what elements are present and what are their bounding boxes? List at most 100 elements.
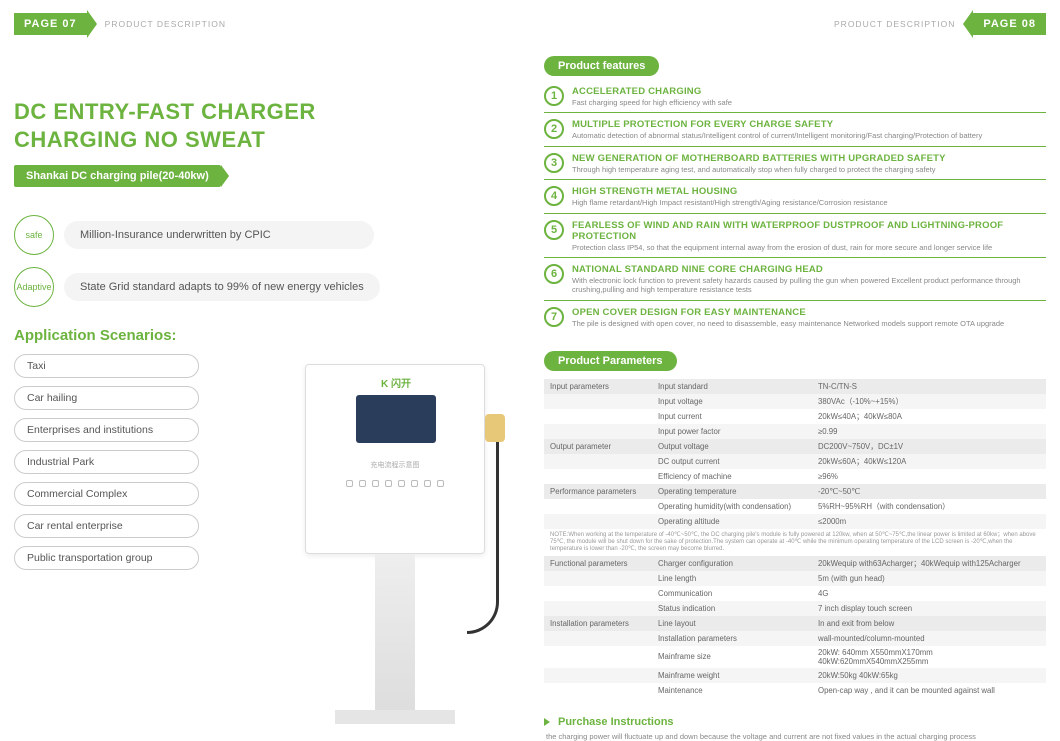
- feature-desc: High flame retardant/High Impact resista…: [572, 198, 1046, 207]
- param-key: Mainframe size: [654, 650, 814, 663]
- purchase-text: the charging power will fluctuate up and…: [544, 732, 1046, 741]
- param-group: [544, 673, 654, 677]
- feature-number: 2: [544, 119, 564, 139]
- param-value: 7 inch display touch screen: [814, 602, 1046, 615]
- param-group: [544, 505, 654, 509]
- charger-label: 充电流程示意图: [306, 460, 484, 470]
- param-row: Operating altitude≤2000m: [544, 514, 1046, 529]
- feature-item: 6NATIONAL STANDARD NINE CORE CHARGING HE…: [544, 264, 1046, 301]
- param-value: 5%RH~95%RH（with condensation）: [814, 499, 1046, 514]
- feature-title: FEARLESS OF WIND AND RAIN WITH WATERPROO…: [572, 220, 1046, 242]
- feature-title: NATIONAL STANDARD NINE CORE CHARGING HEA…: [572, 264, 1046, 275]
- feature-desc: With electronic lock function to prevent…: [572, 276, 1046, 295]
- param-row: MaintenanceOpen-cap way , and it can be …: [544, 683, 1046, 698]
- param-group: [544, 430, 654, 434]
- param-value: -20℃~50℃: [814, 485, 1046, 498]
- purchase-title: Purchase Instructions: [556, 716, 674, 728]
- param-key: Communication: [654, 587, 814, 600]
- charger-logo: K 闪开: [381, 375, 411, 390]
- param-value: TN-C/TN-S: [814, 380, 1046, 393]
- scenario-pill: Public transportation group: [14, 546, 199, 570]
- page-header-right: PRODUCT DESCRIPTION PAGE 08: [544, 10, 1046, 38]
- param-group: [544, 636, 654, 640]
- param-group: [544, 606, 654, 610]
- triangle-icon: [544, 718, 550, 726]
- param-group: Installation parameters: [544, 617, 654, 630]
- feature-number: 3: [544, 153, 564, 173]
- param-key: Maintenance: [654, 684, 814, 697]
- badge-row: Adaptive State Grid standard adapts to 99…: [14, 267, 516, 307]
- param-group: [544, 591, 654, 595]
- param-group: [544, 688, 654, 692]
- param-key: Efficiency of machine: [654, 470, 814, 483]
- param-group: Performance parameters: [544, 485, 654, 498]
- param-row: Installation parametersLine layoutIn and…: [544, 616, 1046, 631]
- subtitle: Shankai DC charging pile(20-40kw): [14, 165, 221, 187]
- param-row: Input voltage380VAc（-10%~+15%）: [544, 394, 1046, 409]
- feature-number: 5: [544, 220, 564, 240]
- feature-title: MULTIPLE PROTECTION FOR EVERY CHARGE SAF…: [572, 119, 1046, 130]
- page-left: PAGE 07 PRODUCT DESCRIPTION DC ENTRY-FAS…: [0, 0, 530, 724]
- feature-desc: Through high temperature aging test, and…: [572, 165, 1046, 174]
- param-group: [544, 576, 654, 580]
- header-desc-right: PRODUCT DESCRIPTION: [834, 19, 955, 29]
- scenario-pill: Taxi: [14, 354, 199, 378]
- page-number-left: PAGE 07: [14, 13, 87, 35]
- feature-item: 2 MULTIPLE PROTECTION FOR EVERY CHARGE SA…: [544, 119, 1046, 146]
- charger-cable: [467, 434, 499, 634]
- charger-plug: [485, 414, 505, 442]
- title-line-2: CHARGING NO SWEAT: [14, 126, 516, 154]
- param-value: DC200V~750V，DC±1V: [814, 439, 1046, 454]
- param-value: ≥96%: [814, 470, 1046, 483]
- badge-row: safeMillion-Insurance underwritten by CP…: [14, 215, 516, 255]
- param-row: Functional parametersCharger configurati…: [544, 556, 1046, 571]
- param-group: [544, 655, 654, 659]
- params-section-head: Product Parameters: [544, 351, 1046, 371]
- header-arrow-icon: [963, 10, 973, 38]
- param-key: Mainframe weight: [654, 669, 814, 682]
- param-key: Operating altitude: [654, 515, 814, 528]
- badge-circle: Adaptive: [14, 267, 54, 307]
- param-key: Charger configuration: [654, 557, 814, 570]
- param-value: wall-mounted/column-mounted: [814, 632, 1046, 645]
- param-group: [544, 460, 654, 464]
- param-row: Input current20kW≤40A；40kW≤80A: [544, 409, 1046, 424]
- param-row: Input power factor≥0.99: [544, 424, 1046, 439]
- scenarios-list: TaxiCar hailingEnterprises and instituti…: [14, 354, 199, 570]
- features-title: Product features: [544, 56, 659, 76]
- feature-item: 4HIGH STRENGTH METAL HOUSINGHigh flame r…: [544, 186, 1046, 213]
- param-row: Status indication7 inch display touch sc…: [544, 601, 1046, 616]
- param-value: 20kW≤40A；40kW≤80A: [814, 409, 1046, 424]
- features-list: 1ACCELERATED CHARGINGFast charging speed…: [544, 86, 1046, 333]
- header-desc-left: PRODUCT DESCRIPTION: [105, 19, 226, 29]
- param-row: Mainframe weight20kW:50kg 40kW:65kg: [544, 668, 1046, 683]
- param-row: Installation parameterswall-mounted/colu…: [544, 631, 1046, 646]
- feature-item: 1ACCELERATED CHARGINGFast charging speed…: [544, 86, 1046, 113]
- title-line-1: DC ENTRY-FAST CHARGER: [14, 98, 516, 126]
- param-group: [544, 520, 654, 524]
- param-value: 5m (with gun head): [814, 572, 1046, 585]
- param-value: 20kW:50kg 40kW:65kg: [814, 669, 1046, 682]
- param-value: In and exit from below: [814, 617, 1046, 630]
- header-arrow-icon: [87, 10, 97, 38]
- charger-body: K 闪开 充电流程示意图: [305, 364, 485, 554]
- page-header-left: PAGE 07 PRODUCT DESCRIPTION: [14, 10, 516, 38]
- charger-screen: [356, 395, 436, 443]
- param-row: Mainframe size20kW: 640mm X550mmX170mm 4…: [544, 646, 1046, 668]
- feature-number: 4: [544, 186, 564, 206]
- charger-base: [335, 710, 455, 724]
- feature-desc: The pile is designed with open cover, no…: [572, 319, 1046, 328]
- param-group: Functional parameters: [544, 557, 654, 570]
- param-group: [544, 475, 654, 479]
- param-key: Input voltage: [654, 395, 814, 408]
- badge-text: State Grid standard adapts to 99% of new…: [64, 273, 380, 301]
- param-group: Output parameter: [544, 440, 654, 453]
- feature-number: 1: [544, 86, 564, 106]
- param-value: 20kW≤60A；40kW≤120A: [814, 454, 1046, 469]
- param-row: Output parameterOutput voltageDC200V~750…: [544, 439, 1046, 454]
- param-group: [544, 400, 654, 404]
- scenario-pill: Commercial Complex: [14, 482, 199, 506]
- param-value: 20kWequip with63Acharger；40kWequip with1…: [814, 556, 1046, 571]
- feature-item: 5 FEARLESS OF WIND AND RAIN WITH WATERPRO…: [544, 220, 1046, 258]
- feature-desc: Protection class IP54, so that the equip…: [572, 243, 1046, 252]
